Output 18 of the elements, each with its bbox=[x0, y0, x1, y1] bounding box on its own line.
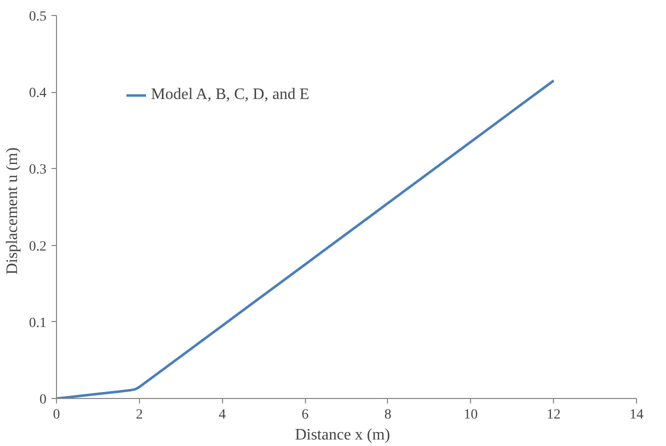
y-tick-label: 0.4 bbox=[29, 86, 46, 102]
y-tick-label: 0.3 bbox=[29, 162, 46, 178]
legend-label: Model A, B, C, D, and E bbox=[151, 86, 310, 104]
y-tick-label: 0.1 bbox=[29, 316, 46, 331]
line-series bbox=[56, 79, 555, 398]
x-tick-label: 2 bbox=[136, 408, 143, 422]
x-tick-label: 0 bbox=[53, 408, 60, 422]
x-tick-label: 14 bbox=[630, 408, 644, 422]
y-tick-label: 0.2 bbox=[29, 239, 46, 254]
y-tick-label: 0.5 bbox=[29, 10, 46, 24]
x-tick-label: 8 bbox=[384, 408, 392, 422]
y-tick-label: 0 bbox=[40, 392, 46, 408]
x-tick-label: 6 bbox=[302, 408, 309, 422]
x-tick-label: 4 bbox=[218, 408, 226, 422]
x-tick-label: 10 bbox=[464, 408, 478, 422]
x-axis-title: Distance x (m) bbox=[294, 426, 390, 444]
y-axis-title: Displacement u (m) bbox=[4, 147, 21, 275]
x-tick-label: 12 bbox=[546, 408, 561, 422]
